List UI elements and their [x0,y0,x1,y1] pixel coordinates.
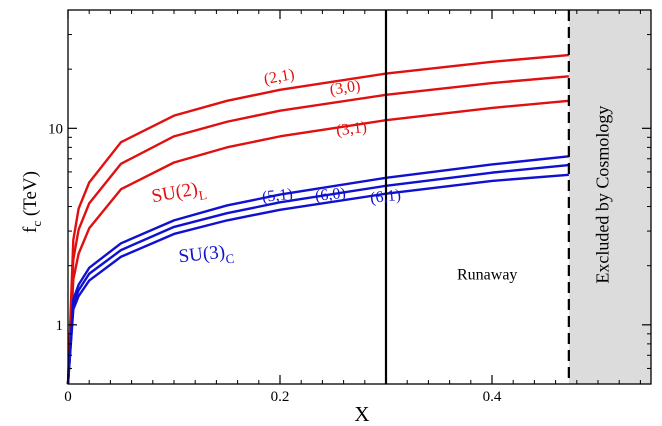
group-label: SU(3)C [178,241,235,272]
curve-label: (5,1) [261,186,293,206]
x-tick-label: 0.2 [271,389,290,405]
curve-label: (3,1) [335,119,367,140]
excluded-region-label: Excluded by Cosmology [593,106,613,284]
curve-label: (2,1) [263,66,296,88]
x-tick-label: 0 [64,389,72,405]
curve-label: Runaway [457,267,517,284]
series-line-4 [66,163,569,385]
axis-ticks: 0 0.2 0.4 1 10 [48,9,651,405]
y-axis-label-sub: c [29,221,44,227]
curve-label: (3,0) [329,78,362,99]
y-axis-label-unit: (TeV) [20,171,41,221]
y-tick-label: 10 [48,121,63,137]
series-line-2 [66,99,569,385]
curves-group [66,53,569,385]
group-label-main: SU(3) [178,242,226,268]
y-axis-label-main: f [20,226,41,233]
annotations-group: (2,1) (3,0) (3,1) (5,1) (6,0) (6,1) Runaway SU(… [150,66,613,284]
group-label-main: SU(2) [150,179,199,208]
series-line-5 [66,173,569,385]
curve-label: (6,1) [369,187,401,207]
group-label: SU(2)L [150,177,208,211]
group-label-sub: L [198,187,208,203]
y-axis-label: fc (TeV) [20,171,44,233]
series-line-3 [66,155,569,385]
x-axis-label: X [354,402,369,426]
x-tick-label: 0.4 [483,389,502,405]
series-line-1 [66,75,569,385]
series-line-0 [66,53,569,385]
curve-label: (6,0) [314,185,346,205]
shaded-region [568,10,651,384]
plot-frame [67,9,652,385]
y-tick-label: 1 [56,318,64,334]
group-label-sub: C [225,251,235,267]
